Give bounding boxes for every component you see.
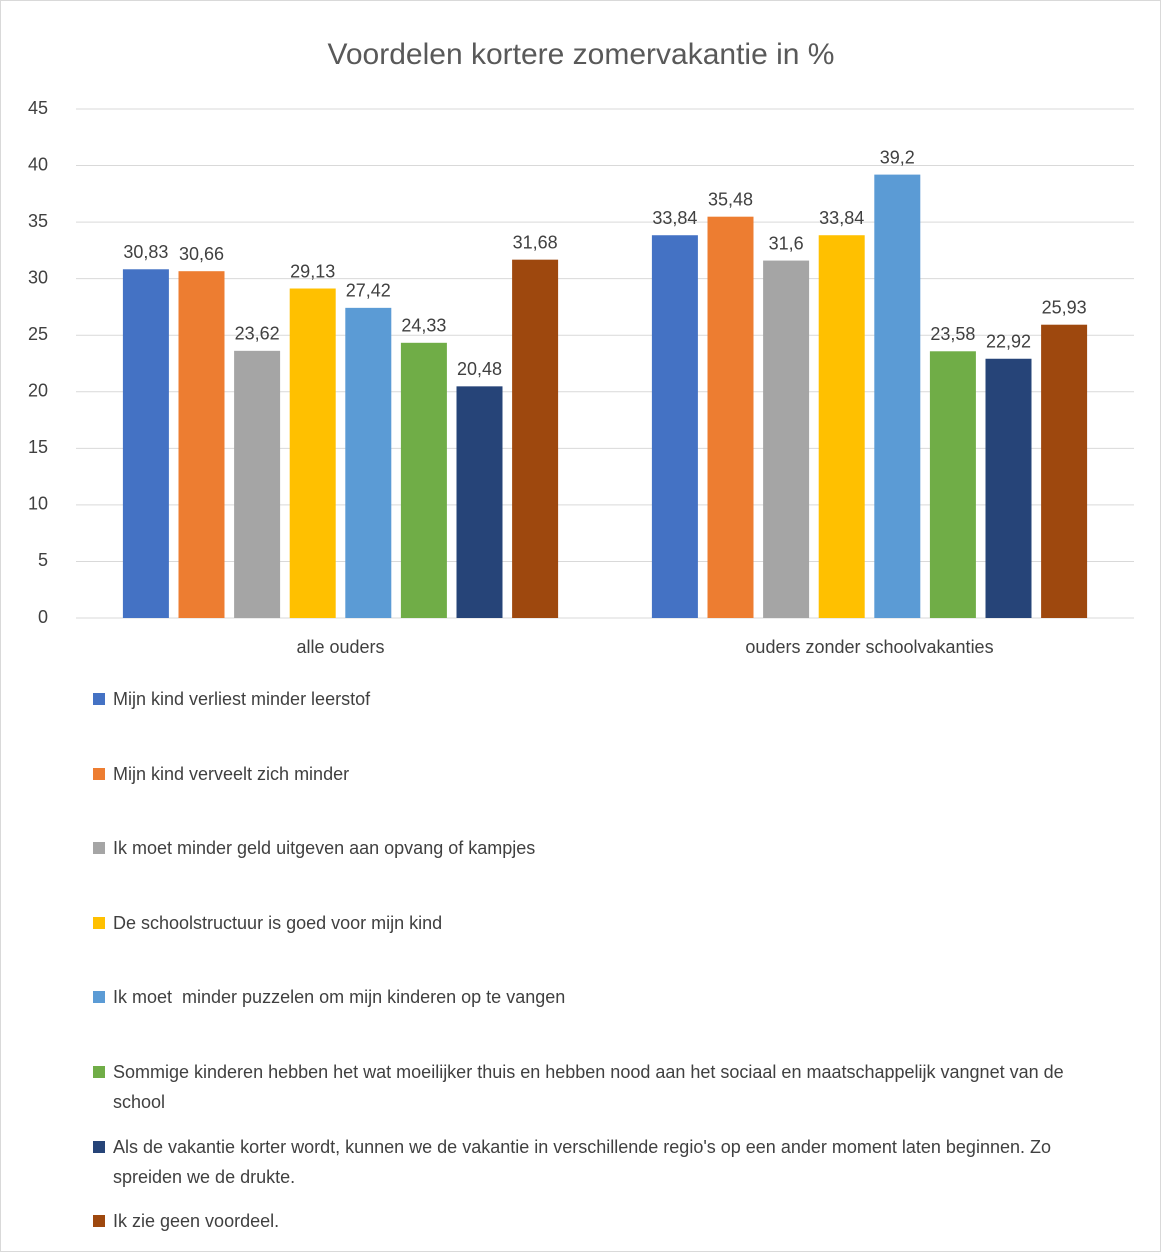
data-label: 33,84 [652, 208, 697, 228]
bar [122, 269, 169, 618]
bar [763, 260, 810, 618]
legend-label: Ik zie geen voordeel. [113, 1211, 280, 1232]
y-tick-label: 30 [28, 267, 48, 287]
bar [345, 307, 392, 618]
bar [929, 351, 976, 618]
bar [651, 235, 698, 618]
legend-label: Ik moet minder geld uitgeven aan opvang … [113, 838, 536, 859]
legend-label: De schoolstructuur is goed voor mijn kin… [113, 912, 443, 933]
y-tick-label: 0 [38, 607, 48, 627]
data-label: 29,13 [290, 261, 335, 281]
data-label: 24,33 [401, 316, 446, 336]
legend-item: De schoolstructuur is goed voor mijn kin… [93, 908, 1073, 938]
bar [818, 235, 865, 618]
x-tick-label: ouders zonder schoolvakanties [745, 637, 993, 657]
data-label: 31,68 [513, 232, 558, 252]
legend-item: Ik zie geen voordeel. [93, 1206, 1073, 1236]
legend-item: Mijn kind verliest minder leerstof [93, 684, 1073, 714]
y-tick-label: 25 [28, 324, 48, 344]
data-label: 20,48 [457, 359, 502, 379]
bar [1041, 324, 1088, 618]
data-label: 31,6 [769, 233, 804, 253]
legend-swatch [93, 693, 105, 705]
data-label: 22,92 [986, 331, 1031, 351]
legend-item: Als de vakantie korter wordt, kunnen we … [93, 1132, 1073, 1192]
legend-label: Mijn kind verliest minder leerstof [113, 689, 371, 709]
y-tick-label: 20 [28, 381, 48, 401]
legend-swatch [93, 1215, 105, 1228]
bar [985, 358, 1032, 618]
bar [289, 288, 336, 618]
bar [178, 271, 225, 618]
data-label: 23,58 [930, 324, 975, 344]
bar [707, 216, 754, 619]
data-label: 27,42 [346, 281, 391, 301]
y-tick-label: 5 [38, 550, 48, 570]
chart-title: Voordelen kortere zomervakantie in % [328, 38, 835, 71]
legend-label: Ik moet minder puzzelen om mijn kinderen… [113, 987, 566, 1008]
legend-swatch [93, 916, 105, 929]
y-tick-label: 40 [28, 154, 48, 174]
bar [400, 342, 447, 618]
legend-label: Als de vakantie korter wordt, kunnen we … [113, 1136, 1057, 1187]
legend-label: Sommige kinderen hebben het wat moeilijk… [113, 1062, 1069, 1112]
data-label: 25,93 [1042, 297, 1087, 317]
legend-swatch [93, 1066, 105, 1078]
y-tick-label: 45 [28, 98, 48, 118]
legend-label: Mijn kind verveelt zich minder [113, 763, 350, 784]
legend-swatch [93, 991, 105, 1004]
legend-swatch [93, 767, 105, 780]
bar [874, 174, 921, 619]
y-tick-label: 15 [28, 437, 48, 457]
data-label: 33,84 [819, 208, 864, 228]
legend-item: Ik moet minder puzzelen om mijn kinderen… [93, 982, 1073, 1012]
data-label: 23,62 [235, 324, 280, 344]
bar [512, 259, 559, 618]
y-tick-label: 10 [28, 494, 48, 514]
legend-item: Sommige kinderen hebben het wat moeilijk… [93, 1057, 1073, 1117]
data-label: 30,83 [123, 242, 168, 262]
legend-swatch [93, 842, 105, 855]
bar [234, 350, 281, 618]
x-tick-label: alle ouders [296, 637, 384, 657]
legend-item: Mijn kind verveelt zich minder [93, 759, 1073, 789]
data-label: 39,2 [880, 147, 915, 167]
data-label: 35,48 [708, 189, 753, 209]
y-tick-label: 35 [28, 211, 48, 231]
legend-swatch [93, 1140, 105, 1153]
bar [456, 386, 503, 618]
legend-item: Ik moet minder geld uitgeven aan opvang … [93, 833, 1073, 863]
data-label: 30,66 [179, 244, 224, 264]
